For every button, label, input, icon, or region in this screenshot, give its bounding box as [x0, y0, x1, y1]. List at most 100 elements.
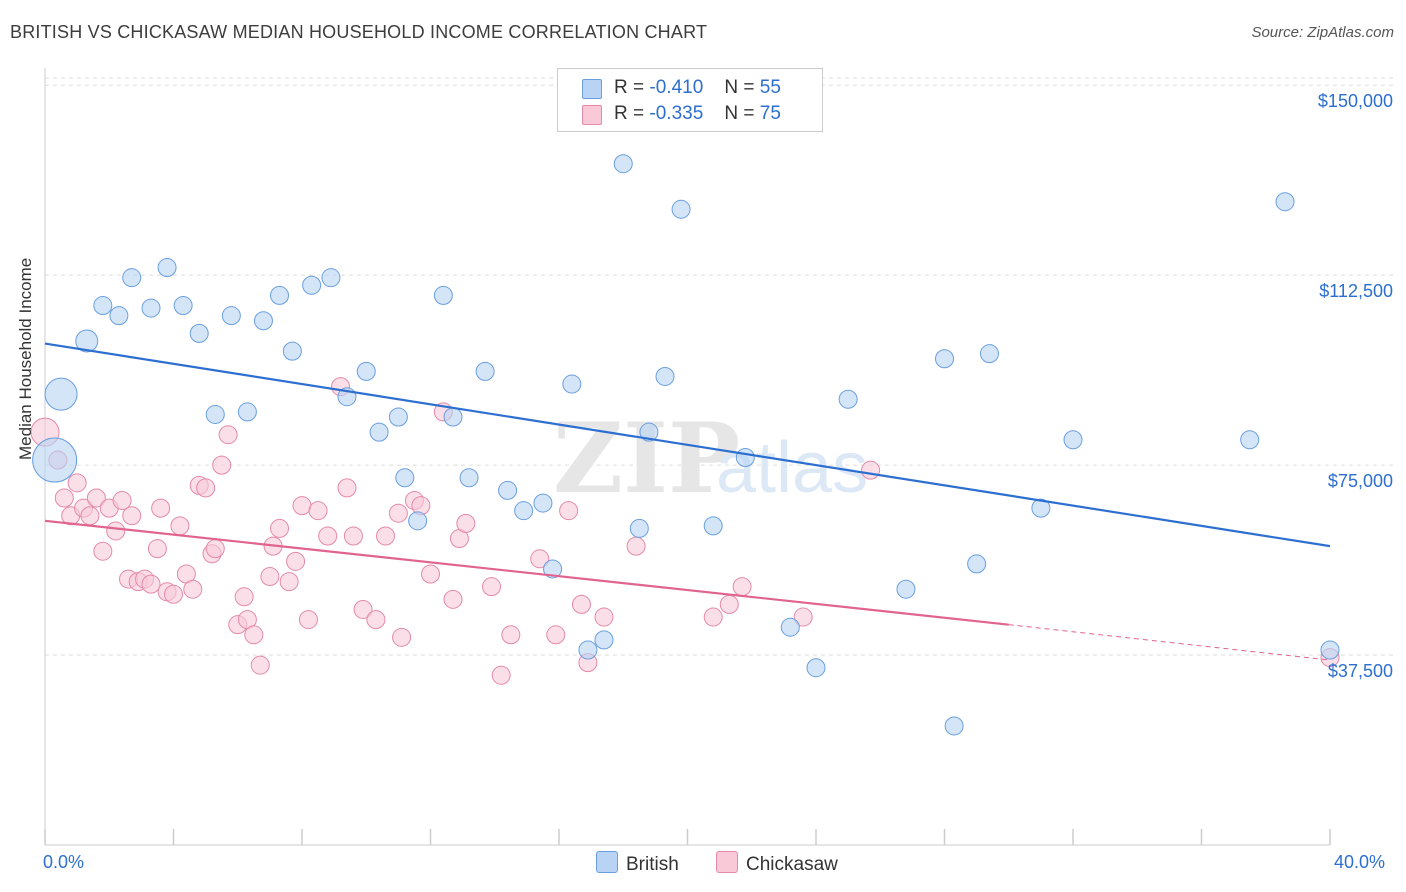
chickasaw-point	[86, 488, 106, 508]
british-point	[302, 275, 322, 295]
grid-layer	[45, 77, 1395, 656]
british-point	[321, 268, 341, 288]
british-point	[594, 630, 614, 650]
y-tick-label: $112,500	[1319, 281, 1393, 302]
chickasaw-point	[353, 599, 373, 619]
british-point	[1320, 640, 1340, 660]
chickasaw-point	[67, 473, 87, 493]
chickasaw-n-label: N =	[724, 103, 755, 124]
chickasaw-r-value: -0.335	[649, 103, 704, 124]
chickasaw-point	[626, 536, 646, 556]
british-legend-swatch	[596, 851, 618, 873]
british-point	[253, 311, 273, 331]
british-point	[388, 407, 408, 427]
chickasaw-point	[861, 460, 881, 480]
british-point	[629, 518, 649, 538]
y-tick-label: $37,500	[1327, 661, 1393, 682]
chickasaw-point	[141, 574, 161, 594]
british-point	[896, 579, 916, 599]
chickasaw-point	[170, 516, 190, 536]
british-point	[443, 407, 463, 427]
british-point	[935, 349, 954, 369]
chickasaw-point	[337, 478, 357, 498]
bottom-legend-chickasaw: Chickasaw	[716, 851, 838, 876]
source-label: Source: ZipAtlas.com	[1251, 24, 1394, 41]
british-point	[806, 658, 826, 678]
british-point	[32, 437, 78, 483]
chickasaw-point	[482, 577, 502, 597]
chickasaw-point	[112, 491, 132, 511]
chickasaw-r-label: R =	[614, 103, 645, 124]
british-point	[735, 448, 755, 467]
x-tick-label-min: 0.0%	[43, 852, 85, 872]
chickasaw-point	[491, 665, 511, 685]
chickasaw-point	[106, 521, 126, 541]
british-point	[979, 344, 999, 364]
british-point	[1275, 192, 1295, 212]
british-point	[282, 341, 302, 361]
chickasaw-point	[147, 539, 167, 559]
chickasaw-point	[343, 526, 363, 546]
chickasaw-point	[546, 625, 566, 645]
chickasaw-point	[122, 506, 142, 526]
axis-layer	[44, 68, 1331, 846]
british-point	[639, 422, 659, 442]
british-point	[433, 285, 453, 305]
british-point	[543, 559, 563, 579]
y-tick-label: $75,000	[1327, 471, 1393, 492]
british-swatch	[582, 79, 602, 99]
british-point	[562, 374, 582, 394]
chickasaw-point	[421, 564, 440, 584]
chickasaw-legend-swatch	[716, 851, 738, 873]
chickasaw-point	[308, 501, 328, 521]
british-point	[122, 268, 142, 288]
chickasaw-point	[392, 627, 412, 647]
chickasaw-point	[286, 551, 306, 571]
chickasaw-point	[571, 594, 591, 614]
chickasaw-point	[183, 579, 203, 599]
chickasaw-point	[164, 584, 183, 604]
chickasaw-point	[732, 577, 752, 597]
chickasaw-point	[218, 425, 238, 445]
chickasaw-swatch	[582, 105, 602, 125]
chickasaw-trend-line	[44, 519, 1009, 626]
points-layer	[30, 154, 1340, 736]
chickasaw-point	[366, 610, 386, 630]
british-point	[221, 306, 241, 326]
bottom-legend-british: British	[596, 851, 679, 876]
chickasaw-point	[793, 607, 813, 627]
chickasaw-point	[196, 478, 216, 498]
british-point	[44, 377, 78, 411]
british-point	[459, 468, 479, 488]
chickasaw-point	[244, 625, 264, 645]
chickasaw-point	[594, 607, 614, 627]
chickasaw-point	[559, 501, 579, 521]
chickasaw-point	[93, 541, 113, 561]
british-point	[1063, 430, 1083, 450]
british-point	[93, 296, 113, 316]
british-point	[189, 323, 209, 343]
british-point	[157, 258, 177, 278]
british-point	[173, 296, 193, 316]
british-point	[475, 361, 495, 381]
chickasaw-point	[270, 518, 290, 538]
chickasaw-point	[205, 539, 225, 559]
british-point	[408, 511, 428, 531]
chart-title: BRITISH VS CHICKASAW MEDIAN HOUSEHOLD IN…	[10, 22, 708, 42]
chickasaw-point	[388, 503, 408, 523]
trend-layer	[44, 342, 1331, 661]
british-point	[514, 501, 534, 521]
chickasaw-point	[703, 607, 723, 627]
british-point	[944, 716, 964, 736]
british-point	[780, 617, 800, 637]
british-point	[75, 329, 99, 353]
british-point	[498, 480, 518, 500]
british-point	[395, 468, 415, 488]
correlation-legend: R = -0.410 N = 55 R = -0.335 N = 75	[557, 68, 823, 132]
british-point	[613, 154, 633, 174]
chickasaw-point	[151, 498, 171, 518]
chickasaw-legend-label: Chickasaw	[746, 854, 838, 875]
british-point	[1240, 430, 1260, 450]
